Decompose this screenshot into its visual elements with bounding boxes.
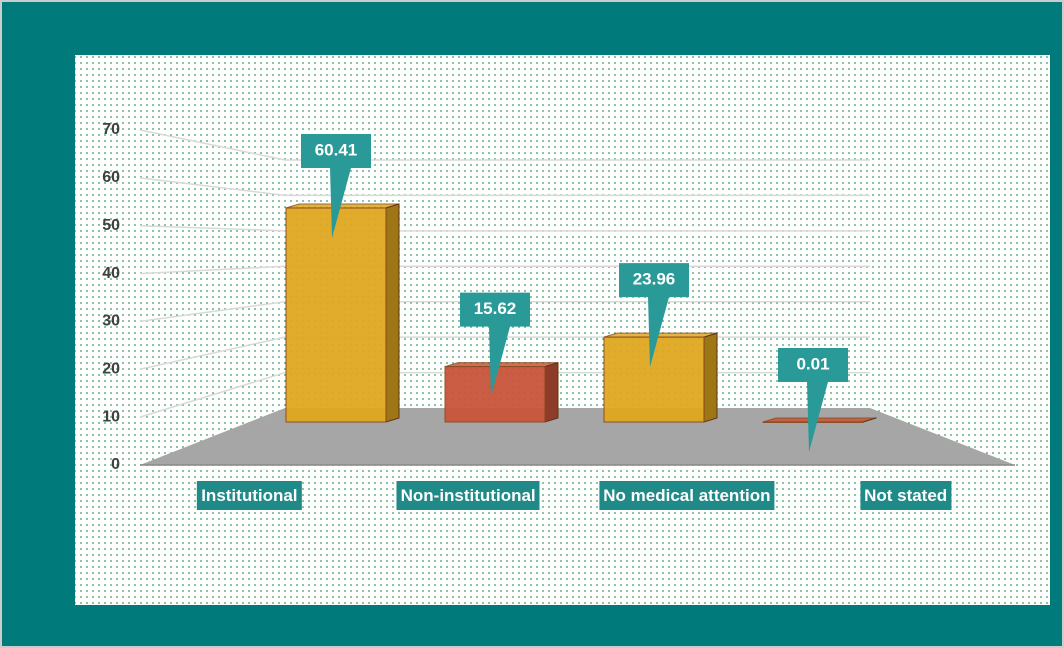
y-tick-label: 10 — [102, 408, 120, 425]
grid-line — [139, 177, 870, 197]
y-tick-label: 0 — [111, 456, 120, 473]
data-label: 60.41 — [315, 140, 358, 159]
bar-top — [285, 203, 400, 209]
data-label: 15.62 — [474, 299, 517, 318]
bar-top — [444, 362, 559, 368]
data-label-callout — [460, 292, 530, 397]
bar-side — [703, 332, 718, 423]
y-tick-label: 70 — [102, 121, 120, 138]
floor — [140, 408, 1015, 465]
data-label-callout — [778, 347, 848, 452]
data-label-callout — [619, 263, 689, 368]
data-label: 23.96 — [633, 270, 676, 289]
grid-line — [139, 129, 870, 161]
x-tick-label: No medical attention — [599, 481, 775, 510]
bar-side — [385, 203, 400, 423]
data-label: 0.01 — [796, 354, 829, 373]
y-tick-label: 20 — [102, 361, 120, 378]
data-label-callout — [301, 133, 371, 238]
grid-line — [139, 224, 870, 232]
y-tick-label: 60 — [102, 169, 120, 186]
y-tick-label: 30 — [102, 313, 120, 330]
y-tick-label: 50 — [102, 217, 120, 234]
x-tick-label: Not stated — [860, 481, 952, 510]
plot-panel — [75, 55, 1050, 605]
bar — [285, 207, 387, 423]
bar-side — [544, 361, 559, 423]
bar-top — [603, 332, 718, 338]
x-tick-label: Non-institutional — [396, 481, 540, 510]
bar-top — [762, 417, 877, 423]
y-tick-label: 40 — [102, 265, 120, 282]
grid-line — [139, 300, 870, 323]
x-tick-label: Institutional — [197, 481, 302, 510]
